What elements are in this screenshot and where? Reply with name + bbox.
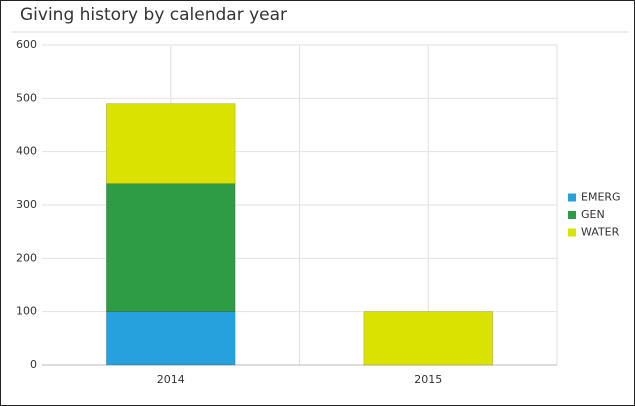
y-tick-label: 100 <box>16 305 37 318</box>
y-tick-label: 400 <box>16 145 37 158</box>
y-tick-label: 600 <box>16 38 37 51</box>
y-tick-label: 200 <box>16 251 37 264</box>
x-tick-label: 2014 <box>157 373 185 386</box>
y-tick-label: 300 <box>16 198 37 211</box>
legend-label: GEN <box>581 208 605 221</box>
bar-segment <box>106 311 236 366</box>
y-tick-label: 500 <box>16 91 37 104</box>
bar-segment <box>106 183 236 312</box>
legend-swatch <box>568 211 576 219</box>
legend-swatch <box>568 228 576 237</box>
x-tick-label: 2015 <box>414 373 442 386</box>
y-tick-label: 0 <box>30 358 37 371</box>
legend-label: EMERG <box>581 191 621 204</box>
chart-title: Giving history by calendar year <box>20 5 287 25</box>
legend-swatch <box>568 193 576 202</box>
bar-segment <box>106 103 236 184</box>
legend-label: WATER <box>581 226 620 239</box>
bar-segment <box>363 311 493 366</box>
